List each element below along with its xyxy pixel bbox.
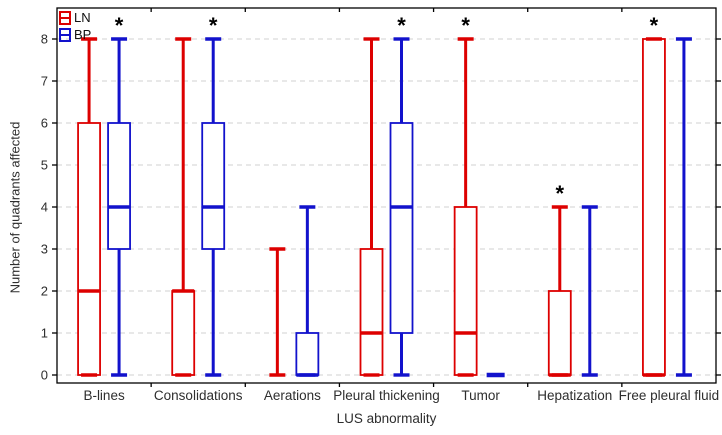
y-tick-label: 6 [41, 116, 48, 131]
boxplot-LN-aerations [269, 247, 286, 377]
x-tick-label: Hepatization [537, 388, 612, 403]
boxplot-BP-free-pleural-fluid [675, 37, 692, 377]
boxplot-BP-hepatization [581, 205, 598, 377]
significance-asterisk: * [650, 13, 659, 38]
x-tick-label: Aerations [264, 388, 321, 403]
x-tick-label: Consolidations [154, 388, 243, 403]
boxplot-BP-b-lines [107, 37, 131, 377]
boxplot-LN-pleural-thickening [359, 37, 384, 377]
legend-item-ln: LN [58, 9, 91, 26]
x-tick-label: Pleural thickening [333, 388, 440, 403]
bp-boxplot-swatch-icon [59, 27, 71, 42]
y-tick-label: 2 [41, 284, 48, 299]
boxplot-LN-consolidations [171, 37, 196, 377]
boxplot-LN-free-pleural-fluid [642, 37, 666, 377]
legend-label-bp: BP [74, 27, 92, 42]
y-tick-label: 1 [41, 326, 48, 341]
x-tick-label: Free pleural fluid [619, 388, 720, 403]
y-axis-title: Number of quadrants affected [7, 121, 23, 294]
y-tick-label: 3 [41, 242, 48, 257]
boxplot-LN-b-lines [77, 37, 101, 377]
legend: LN BP [58, 9, 91, 43]
y-tick-label: 4 [41, 200, 48, 215]
y-tick-label: 8 [41, 32, 48, 47]
significance-asterisk: * [556, 181, 565, 206]
x-tick-label: B-lines [83, 388, 125, 403]
ln-boxplot-swatch-icon [59, 10, 71, 25]
boxplot-BP-aerations [295, 205, 320, 377]
plot-frame [56, 7, 717, 384]
y-tick-label: 5 [41, 158, 48, 173]
boxplot-BP-pleural-thickening [389, 37, 414, 377]
x-axis-title: LUS abnormality [336, 411, 437, 426]
legend-label-ln: LN [74, 10, 91, 25]
legend-item-bp: BP [58, 26, 91, 43]
significance-asterisk: * [115, 13, 124, 38]
significance-asterisk: * [461, 13, 470, 38]
y-tick-label: 7 [41, 74, 48, 89]
boxplot-LN-tumor [453, 37, 478, 377]
x-tick-label: Tumor [461, 388, 500, 403]
significance-asterisk: * [397, 13, 406, 38]
boxplot-BP-consolidations [201, 37, 226, 377]
boxplot-LN-hepatization [547, 205, 572, 377]
y-tick-label: 0 [41, 368, 48, 383]
significance-asterisk: * [209, 13, 218, 38]
